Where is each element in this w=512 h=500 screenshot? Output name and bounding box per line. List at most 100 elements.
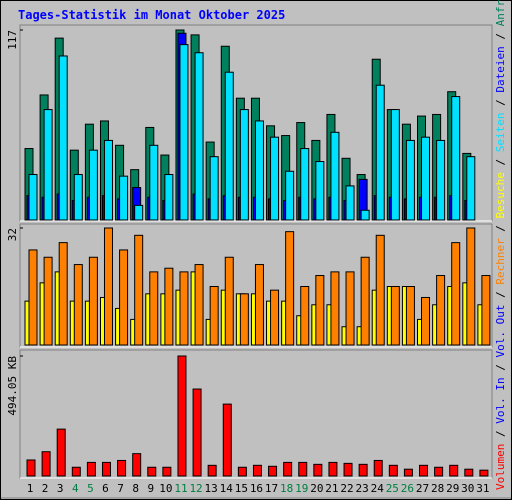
bar	[207, 464, 217, 477]
bar	[373, 459, 383, 477]
bar	[481, 275, 491, 346]
y-tick-label: 494.05 KB	[6, 356, 19, 416]
bar	[237, 466, 247, 477]
y-tick-label: 117	[6, 30, 19, 50]
bar	[147, 466, 157, 477]
x-tick-label: 19	[295, 482, 308, 495]
legend-entry: Besuche	[494, 172, 507, 218]
legend-entry: Rechner	[494, 238, 507, 285]
bar	[328, 461, 338, 477]
bar	[162, 466, 172, 477]
bar	[101, 461, 111, 477]
bar	[421, 136, 431, 221]
bar	[88, 256, 98, 346]
bar	[451, 242, 461, 346]
bar	[330, 131, 340, 221]
bar	[360, 209, 370, 221]
bar	[222, 403, 232, 477]
bar	[254, 264, 264, 346]
bar	[119, 249, 129, 346]
x-tick-label: 26	[401, 482, 414, 495]
bar	[464, 468, 474, 477]
bar	[270, 136, 280, 221]
x-tick-label: 11	[174, 482, 187, 495]
x-tick-label: 6	[102, 482, 109, 495]
bar	[388, 464, 398, 477]
bar	[179, 44, 189, 221]
bar	[28, 249, 38, 346]
x-tick-label: 15	[235, 482, 248, 495]
bar	[254, 120, 264, 221]
bar	[343, 462, 353, 477]
bar	[73, 264, 83, 346]
legend-separator: /	[494, 93, 507, 113]
x-tick-label: 2	[42, 482, 49, 495]
bar	[41, 451, 51, 477]
x-tick-label: 20	[310, 482, 323, 495]
bar	[73, 174, 83, 221]
bar	[405, 286, 415, 346]
bar	[451, 96, 461, 221]
bar	[43, 256, 53, 346]
x-tick-label: 21	[325, 482, 338, 495]
bar	[300, 148, 310, 221]
y-tick-label: 32	[6, 228, 19, 241]
legend: Volumen / Vol. In / Vol. Out / Rechner /…	[494, 0, 507, 490]
bar	[390, 109, 400, 221]
bar	[285, 170, 295, 221]
bar	[298, 461, 308, 477]
bar	[164, 267, 174, 346]
x-tick-label: 28	[431, 482, 444, 495]
bar	[88, 149, 98, 221]
legend-separator: /	[494, 285, 507, 305]
bar	[28, 174, 38, 221]
bar	[58, 242, 68, 346]
legend-entry: Vol. Out	[494, 305, 507, 358]
x-tick-label: 1	[27, 482, 34, 495]
bar	[134, 234, 144, 346]
bar	[239, 109, 249, 221]
bar	[449, 464, 459, 477]
bar	[390, 286, 400, 346]
bar	[177, 355, 187, 477]
bar	[194, 52, 204, 221]
x-tick-label: 4	[72, 482, 79, 495]
x-tick-label: 27	[416, 482, 429, 495]
bar	[283, 461, 293, 477]
legend-entry: Volumen	[494, 444, 507, 490]
bar	[419, 464, 429, 477]
bar	[252, 464, 262, 477]
bar	[164, 174, 174, 221]
legend-separator: /	[494, 218, 507, 238]
chart-title: Tages-Statistik im Monat Oktober 2025	[18, 8, 285, 22]
legend-entry: Vol. In	[494, 377, 507, 423]
bar	[375, 234, 385, 346]
bar	[405, 139, 415, 221]
x-tick-label: 3	[57, 482, 64, 495]
bar	[358, 463, 368, 477]
bar	[192, 388, 202, 477]
bar	[479, 469, 489, 477]
legend-separator: /	[494, 152, 507, 172]
legend-entry: Anfragen	[494, 0, 507, 26]
x-tick-label: 9	[147, 482, 154, 495]
bar	[239, 293, 249, 346]
bar	[149, 144, 159, 221]
bar	[375, 84, 385, 221]
bar	[132, 453, 142, 477]
bar	[209, 286, 219, 346]
x-tick-label: 23	[356, 482, 369, 495]
bar	[134, 204, 144, 221]
bar	[149, 271, 159, 346]
x-tick-label: 18	[280, 482, 293, 495]
bar	[315, 275, 325, 346]
bar	[119, 175, 129, 221]
bar	[58, 55, 68, 221]
bar	[43, 109, 53, 221]
bar	[300, 286, 310, 346]
bar	[103, 139, 113, 221]
bar	[315, 161, 325, 221]
bar	[436, 275, 446, 346]
bar	[436, 139, 446, 221]
